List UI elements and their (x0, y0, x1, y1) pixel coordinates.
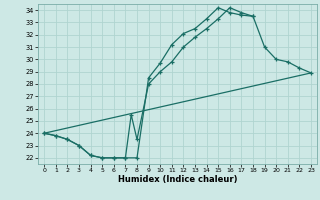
X-axis label: Humidex (Indice chaleur): Humidex (Indice chaleur) (118, 175, 237, 184)
